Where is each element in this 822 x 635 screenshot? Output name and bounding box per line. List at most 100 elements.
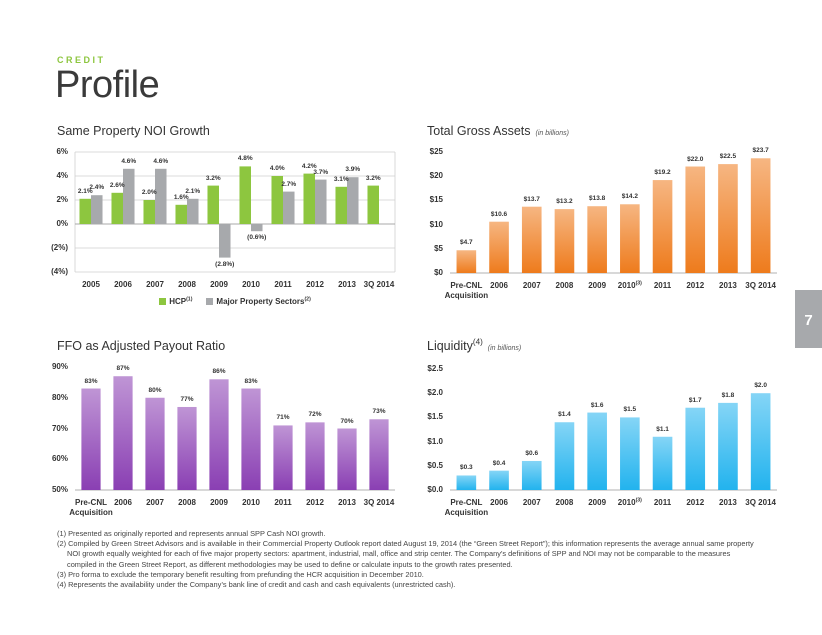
legend-label: HCP(1) [169, 296, 193, 306]
bar [750, 393, 771, 490]
y-tick-label: $2.0 [427, 388, 443, 398]
y-tick-label: 50% [51, 485, 68, 494]
bar [521, 460, 542, 490]
x-tick-label: 2011 [653, 498, 672, 507]
legend-label: Major Property Sectors(2) [216, 296, 311, 306]
value-label: $2.0 [754, 381, 767, 389]
x-tick-label: 2010(3) [617, 280, 642, 290]
legend-item: Major Property Sectors(2) [206, 296, 311, 306]
bar [620, 417, 640, 490]
bar [587, 412, 607, 490]
value-label: 3.2% [205, 174, 221, 182]
y-tick-label: 60% [51, 454, 68, 464]
bar [335, 186, 347, 224]
x-tick-label: 3Q 2014 [745, 281, 776, 290]
bar [219, 224, 231, 258]
value-label: $1.8 [721, 391, 735, 399]
y-tick-label: 90% [51, 362, 68, 371]
chart-subtitle: (in billions) [487, 344, 522, 352]
value-label: $1.6 [590, 401, 604, 409]
x-tick-label: 2011 [274, 280, 292, 289]
value-label: $13.2 [556, 197, 573, 205]
x-tick-label: 2006 [114, 280, 132, 289]
value-label: 2.0% [141, 188, 157, 196]
x-tick-label: 3Q 2014 [363, 498, 395, 507]
value-label: $22.0 [687, 155, 704, 163]
x-tick-label: 2005 [82, 280, 100, 289]
y-tick-label: $1.0 [427, 436, 443, 446]
value-label: $4.7 [460, 239, 473, 246]
x-tick-label: 2006 [490, 498, 508, 507]
y-tick-label: $1.5 [427, 412, 443, 422]
value-label: 83% [84, 377, 98, 385]
x-tick-label: Pre-CNL Acquisition [444, 498, 489, 517]
y-tick-label: 6% [56, 147, 68, 156]
x-tick-label: 2009 [210, 498, 228, 507]
y-tick-label: $0 [434, 268, 443, 277]
legend-swatch [206, 298, 214, 305]
bar [554, 209, 575, 273]
value-label: $22.5 [719, 152, 737, 160]
bar [305, 422, 325, 490]
value-label: 2.1% [185, 187, 201, 195]
page-tab: 7 [795, 290, 822, 348]
footnote: (4) Represents the availability under th… [57, 580, 456, 590]
y-tick-label: 0% [56, 219, 68, 228]
footnote-marker: (3) [635, 280, 642, 287]
bar [685, 407, 706, 490]
value-label: 72% [308, 411, 322, 419]
value-label: 77% [180, 395, 194, 403]
footnote-marker: (2) [304, 296, 311, 303]
bar [271, 176, 283, 224]
page-number: 7 [804, 312, 813, 329]
bar [177, 406, 197, 490]
value-label: 3.7% [313, 168, 329, 176]
y-tick-label: $15 [429, 195, 443, 205]
bar [652, 180, 673, 273]
y-tick-label: $5 [434, 243, 443, 253]
bar [303, 173, 315, 224]
bar [241, 388, 261, 490]
value-label: $23.7 [752, 147, 769, 155]
chart-title: Liquidity(4)(in billions) [427, 337, 522, 353]
bar [113, 376, 133, 490]
value-label: 2.4% [89, 183, 105, 191]
footnote: (3) Pro forma to exclude the temporary b… [57, 569, 424, 579]
y-tick-label: (2%) [51, 243, 68, 252]
y-tick-label: $0.5 [427, 460, 443, 470]
value-label: 86% [212, 368, 226, 376]
x-tick-label: 2013 [719, 498, 737, 507]
value-label: 83% [244, 377, 258, 385]
chart-subtitle: (in billions) [535, 129, 569, 137]
bar [239, 166, 251, 224]
bar [369, 419, 389, 490]
value-label: 4.6% [121, 157, 137, 165]
bar [337, 428, 357, 490]
bar [209, 379, 229, 490]
bar [273, 425, 293, 490]
value-label: $1.5 [623, 406, 637, 414]
value-label: $0.3 [460, 464, 473, 472]
bar [587, 206, 607, 273]
y-tick-label: $25 [429, 147, 443, 156]
x-tick-label: 2010(3) [617, 497, 642, 507]
bar [554, 422, 575, 490]
bar [347, 177, 359, 224]
x-tick-label: 2008 [178, 280, 196, 289]
x-tick-label: 2006 [490, 281, 508, 290]
bar [750, 158, 771, 273]
bar [155, 168, 167, 224]
value-label: $13.8 [589, 194, 606, 202]
value-label: $0.4 [492, 459, 506, 467]
footnote: (2) Compiled by Green Street Advisors an… [57, 539, 754, 569]
footnote-marker: (1) [186, 296, 193, 303]
y-tick-label: $20 [429, 171, 443, 181]
value-label: 73% [372, 408, 386, 416]
value-label: $13.7 [523, 195, 540, 203]
x-tick-label: Pre-CNL Acquisition [444, 281, 489, 300]
bar [718, 402, 738, 490]
bar [143, 200, 155, 224]
bar [685, 166, 706, 273]
